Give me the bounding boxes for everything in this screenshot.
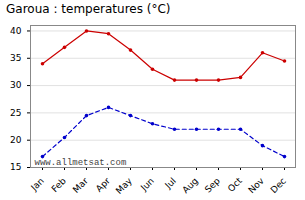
- svg-text:Apr: Apr: [94, 176, 112, 194]
- svg-text:May: May: [114, 175, 135, 196]
- svg-text:Jul: Jul: [162, 176, 177, 191]
- svg-text:15: 15: [10, 162, 21, 172]
- svg-text:Jan: Jan: [28, 176, 46, 194]
- svg-text:Sep: Sep: [203, 176, 222, 195]
- svg-text:20: 20: [10, 135, 22, 145]
- svg-text:Dec: Dec: [269, 176, 288, 195]
- svg-text:Nov: Nov: [246, 175, 266, 195]
- svg-text:25: 25: [10, 108, 21, 118]
- html-text:Garoua : temperatures (°C): Garoua : temperatures (°C): [6, 2, 171, 16]
- svg-text:Jun: Jun: [138, 176, 156, 194]
- svg-text:30: 30: [10, 80, 22, 90]
- svg-text:Mar: Mar: [71, 175, 90, 194]
- svg-text:40: 40: [10, 26, 22, 36]
- svg-text:www.allmetsat.com: www.allmetsat.com: [35, 158, 127, 168]
- svg-text:35: 35: [10, 53, 21, 63]
- svg-text:Aug: Aug: [180, 176, 200, 196]
- svg-text:Oct: Oct: [226, 175, 244, 193]
- svg-text:Feb: Feb: [50, 176, 69, 195]
